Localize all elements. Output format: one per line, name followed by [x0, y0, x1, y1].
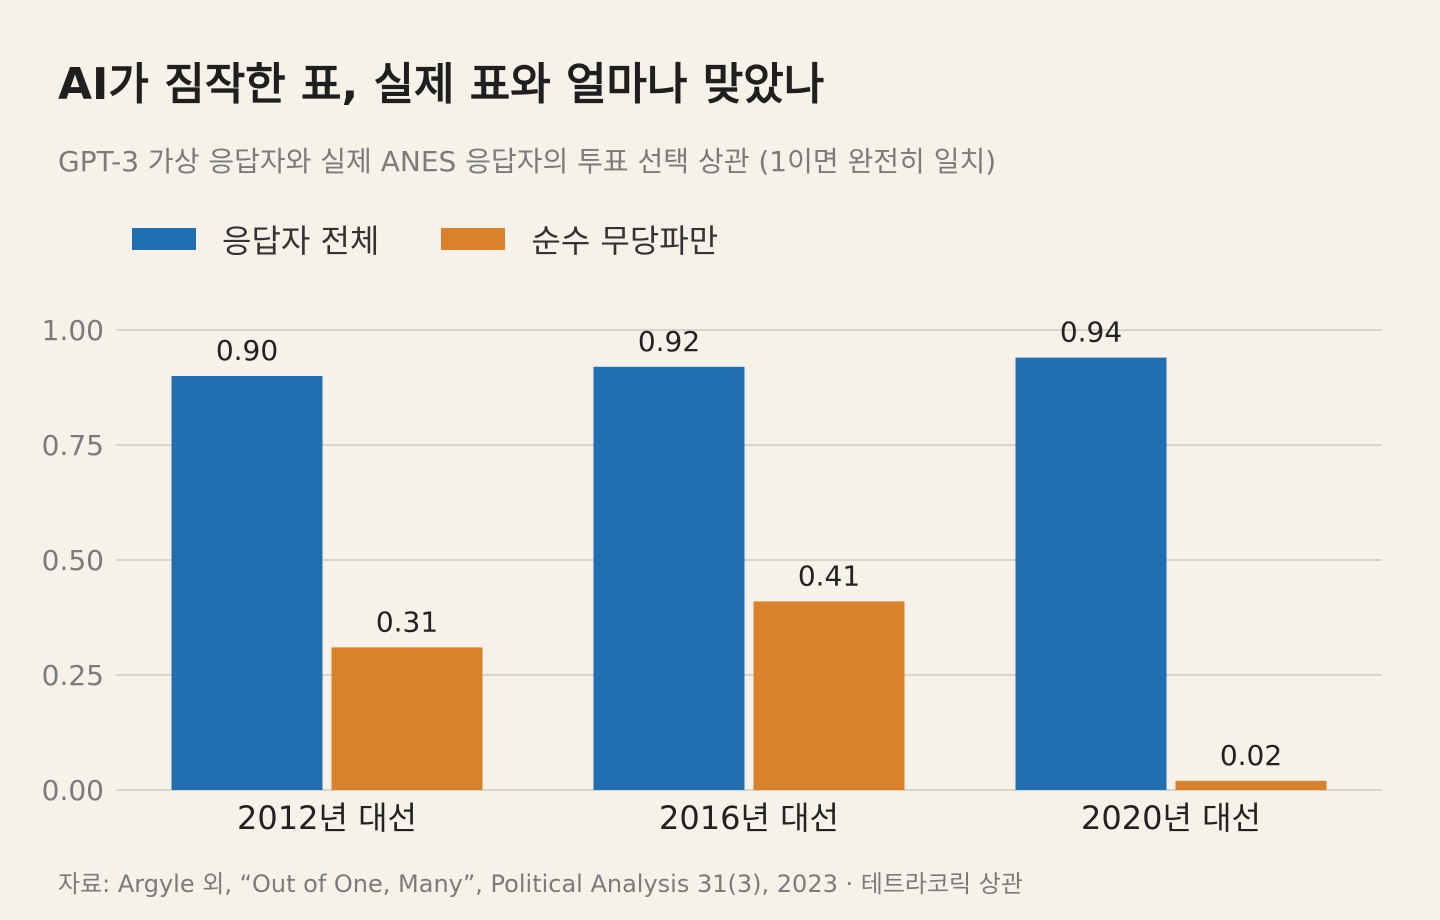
data-label: 0.92 — [638, 325, 700, 358]
y-tick-label: 0.50 — [42, 544, 104, 577]
bar-all — [1015, 357, 1167, 790]
data-label: 0.94 — [1060, 316, 1122, 349]
data-label: 0.41 — [798, 559, 860, 592]
legend-swatch-all — [132, 228, 196, 250]
bar-all — [593, 366, 745, 790]
y-tick-label: 1.00 — [42, 314, 104, 347]
x-category-label: 2012년 대선 — [237, 799, 417, 837]
bar-independent — [1175, 780, 1327, 790]
bar-all — [171, 376, 323, 790]
data-label: 0.90 — [216, 334, 278, 367]
data-label: 0.31 — [376, 605, 438, 638]
legend-item-all: 응답자 전체 — [132, 216, 379, 262]
legend-label-all: 응답자 전체 — [222, 222, 380, 260]
x-category-label: 2020년 대선 — [1081, 799, 1261, 837]
bar-independent — [331, 647, 483, 790]
x-category-label: 2016년 대선 — [659, 799, 839, 837]
y-tick-label: 0.75 — [42, 429, 104, 462]
chart-subtitle: GPT-3 가상 응답자와 실제 ANES 응답자의 투표 선택 상관 (1이면… — [58, 145, 997, 178]
legend-swatch-independent — [441, 228, 506, 250]
bar-independent — [753, 601, 905, 790]
data-label: 0.02 — [1220, 739, 1282, 772]
legend-item-independent: 순수 무당파만 — [441, 216, 718, 262]
y-tick-label: 0.25 — [42, 659, 104, 692]
legend-label-independent: 순수 무당파만 — [531, 222, 719, 260]
chart-title: AI가 짐작한 표, 실제 표와 얼마나 맞았나 — [58, 59, 825, 110]
y-tick-label: 0.00 — [42, 774, 104, 807]
legend: 응답자 전체 순수 무당파만 — [132, 216, 780, 262]
source-note: 자료: Argyle 외, “Out of One, Many”, Politi… — [58, 870, 1023, 898]
